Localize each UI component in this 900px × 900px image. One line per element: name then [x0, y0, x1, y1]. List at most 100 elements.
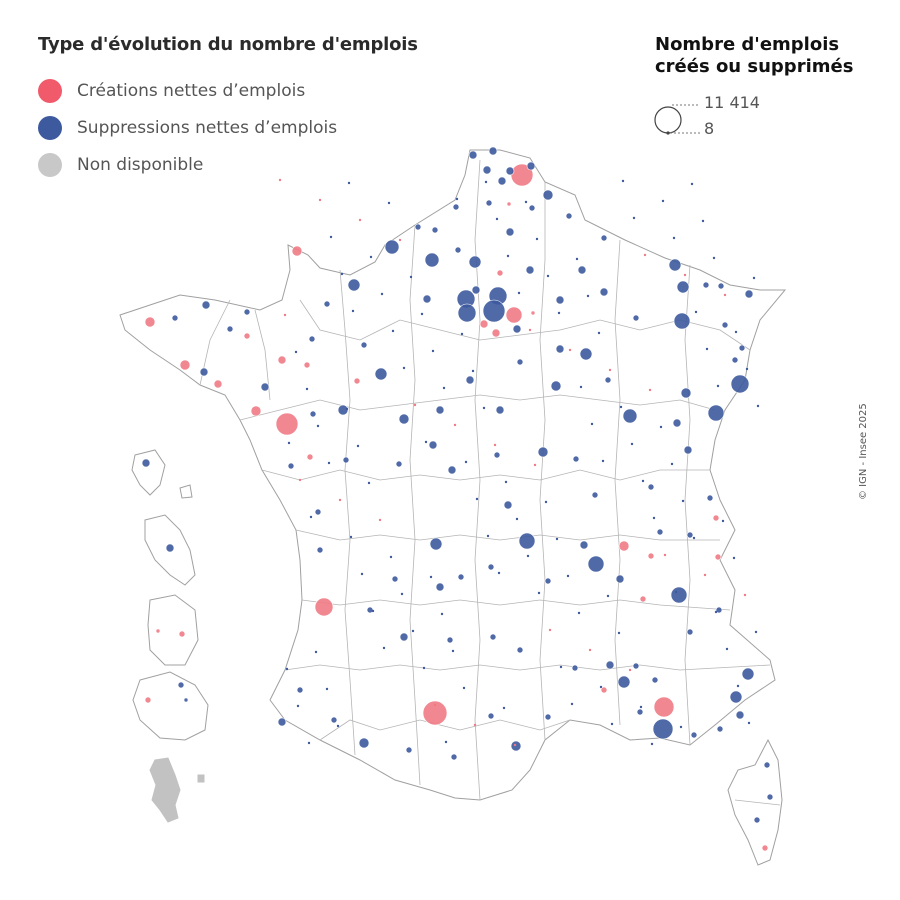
size-legend-max-label: 11 414	[704, 93, 760, 112]
creation-symbol	[639, 595, 647, 603]
small-zone-symbol	[597, 331, 601, 335]
suppression-symbol	[587, 555, 605, 573]
legend-item-unavailable: Non disponible	[38, 152, 203, 178]
suppression-symbol	[374, 367, 388, 381]
small-zone-symbol	[756, 404, 760, 408]
small-zone-symbol	[701, 219, 705, 223]
small-zone-symbol	[298, 478, 302, 482]
suppression-symbol	[636, 708, 644, 716]
suppression-symbol	[141, 458, 151, 468]
legend-item-creations: Créations nettes d’emplois	[38, 78, 305, 104]
suppression-symbol	[414, 223, 422, 231]
small-zone-symbol	[349, 535, 353, 539]
suppression-symbol	[542, 189, 554, 201]
suppression-symbol	[457, 573, 465, 581]
small-zone-symbol	[462, 686, 466, 690]
small-zone-symbol	[632, 216, 636, 220]
legend-dot-suppressions	[38, 116, 62, 140]
suppression-symbol	[493, 451, 501, 459]
suppression-symbol	[482, 165, 492, 175]
suppression-symbol	[763, 761, 771, 769]
creation-symbol	[144, 696, 152, 704]
suppression-symbol	[482, 299, 506, 323]
small-zone-symbol	[692, 536, 696, 540]
small-zone-symbol	[705, 347, 709, 351]
suppression-symbol	[572, 455, 580, 463]
creation-symbol	[291, 245, 303, 257]
suppression-symbol	[741, 667, 755, 681]
small-zone-symbol	[743, 593, 747, 597]
small-zone-symbol	[278, 178, 282, 182]
small-zone-symbol	[621, 179, 625, 183]
small-zone-symbol	[398, 238, 402, 242]
creation-symbol	[179, 359, 191, 371]
reunion-outline	[132, 671, 209, 741]
size-legend-title: Nombre d'emplois créés ou supprimés	[655, 34, 885, 78]
suppression-symbol	[243, 308, 251, 316]
small-zone-symbol	[736, 684, 740, 688]
suppression-symbol	[487, 563, 495, 571]
small-zone-symbol	[327, 461, 331, 465]
small-zone-symbol	[630, 442, 634, 446]
small-zone-symbol	[610, 722, 614, 726]
creation-symbol	[277, 355, 287, 365]
suppression-symbol	[366, 606, 374, 614]
small-zone-symbol	[721, 519, 725, 523]
creation-symbol	[712, 514, 720, 522]
small-zone-symbol	[628, 668, 632, 672]
suppression-symbol	[399, 632, 409, 642]
mayotte-outline	[149, 757, 205, 823]
suppression-symbol	[565, 212, 573, 220]
suppression-symbol	[544, 713, 552, 721]
suppression-symbol	[526, 161, 536, 171]
suppression-symbol	[497, 176, 507, 186]
small-zone-symbol	[639, 705, 643, 709]
small-zone-symbol	[484, 180, 488, 184]
suppression-symbol	[676, 280, 690, 294]
suppression-symbol	[721, 321, 729, 329]
small-zone-symbol	[674, 590, 678, 594]
legend-title: Type d'évolution du nombre d'emplois	[38, 34, 418, 55]
suppression-symbol	[599, 287, 609, 297]
small-zone-symbol	[493, 443, 497, 447]
creation-symbol	[618, 540, 630, 552]
small-zone-symbol	[307, 741, 311, 745]
suppression-symbol	[465, 375, 475, 385]
small-zone-symbol	[681, 499, 685, 503]
small-zone-symbol	[475, 497, 479, 501]
suppression-symbol	[428, 440, 438, 450]
suppression-symbol	[686, 628, 694, 636]
small-zone-symbol	[325, 687, 329, 691]
suppression-symbol	[686, 531, 694, 539]
small-zone-symbol	[650, 742, 654, 746]
small-zone-symbol	[316, 424, 320, 428]
small-zone-symbol	[683, 273, 687, 277]
small-zone-symbol	[380, 292, 384, 296]
small-zone-symbol	[570, 702, 574, 706]
suppression-symbol	[555, 295, 565, 305]
small-zone-symbol	[659, 425, 663, 429]
small-zone-symbol	[661, 199, 665, 203]
suppression-symbol	[716, 725, 724, 733]
creation-symbol	[422, 700, 448, 726]
small-zone-symbol	[524, 200, 528, 204]
suppression-symbol	[730, 374, 750, 394]
suppression-symbol	[398, 413, 410, 425]
small-zone-symbol	[537, 591, 541, 595]
creation-symbol	[491, 328, 501, 338]
small-zone-symbol	[409, 275, 413, 279]
suppression-symbol	[360, 341, 368, 349]
small-zone-symbol	[296, 704, 300, 708]
suppression-symbol	[656, 528, 664, 536]
suppression-symbol	[591, 491, 599, 499]
suppression-symbol	[516, 646, 524, 654]
small-zone-symbol	[305, 387, 309, 391]
small-zone-symbol	[287, 441, 291, 445]
suppression-symbol	[731, 356, 739, 364]
size-legend-min-circle	[666, 131, 670, 135]
small-zone-symbol	[703, 573, 707, 577]
suppression-symbol	[715, 606, 723, 614]
small-zone-symbol	[471, 369, 475, 373]
suppression-symbol	[605, 660, 615, 670]
small-zone-symbol	[369, 255, 373, 259]
